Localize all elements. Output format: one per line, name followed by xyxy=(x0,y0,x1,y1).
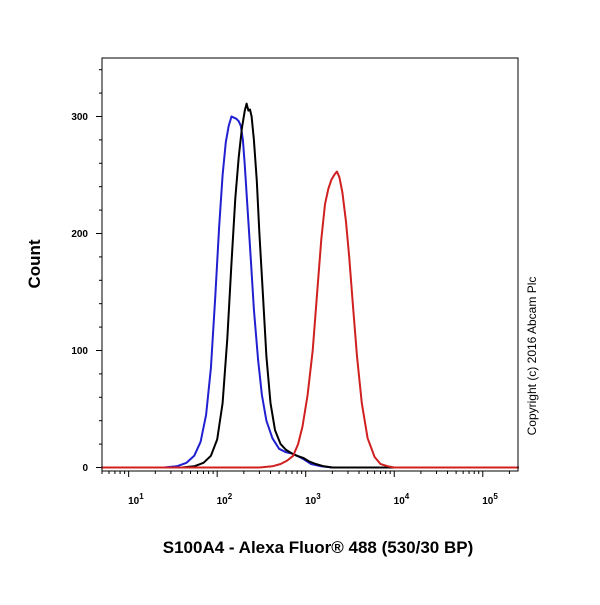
y-axis-title: Count xyxy=(25,239,44,288)
x-tick-label: 102 xyxy=(217,492,233,507)
x-axis-title: S100A4 - Alexa Fluor® 488 (530/30 BP) xyxy=(163,538,473,557)
x-tick-label: 105 xyxy=(482,492,498,507)
histogram-series xyxy=(101,102,519,469)
x-tick-label: 104 xyxy=(394,492,410,507)
blue-histogram-line xyxy=(101,115,519,469)
axis-ticks xyxy=(96,69,510,477)
y-tick-label: 100 xyxy=(71,346,88,357)
red-histogram-line xyxy=(101,170,519,469)
x-tick-label: 103 xyxy=(305,492,321,507)
plot-frame xyxy=(101,57,519,472)
copyright-notice: Copyright (c) 2016 Abcam Plc xyxy=(525,277,539,436)
y-tick-label: 0 xyxy=(82,463,88,474)
y-tick-label: 200 xyxy=(71,229,88,240)
y-tick-label: 300 xyxy=(71,112,88,123)
x-tick-label: 101 xyxy=(128,492,144,507)
tick-labels: 101 102 103 104 105 0 100 200 300 xyxy=(71,112,498,507)
black-histogram-line xyxy=(101,102,519,469)
